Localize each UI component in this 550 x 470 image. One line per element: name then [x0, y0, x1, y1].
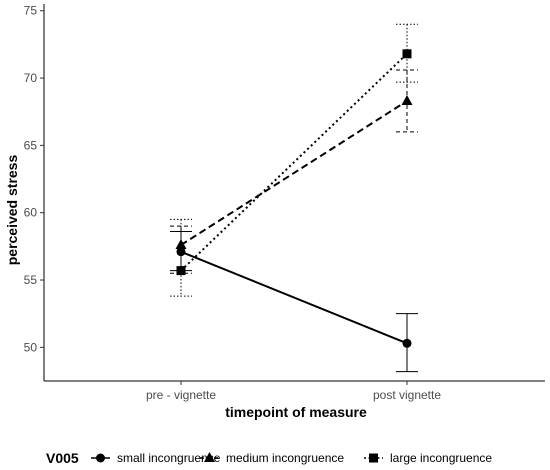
legend-key-marker [369, 453, 378, 463]
series-line [180, 100, 408, 246]
legend-title: V005 [46, 450, 79, 466]
y-tick-label: 50 [24, 340, 38, 354]
legend-key-marker [204, 452, 215, 462]
data-point [402, 338, 412, 348]
series-line [180, 250, 408, 345]
axes: 50 55 60 65 70 75 pre - vignette post vignette [24, 4, 545, 402]
legend-label: medium incongruence [226, 451, 344, 465]
x-tick-label: post vignette [373, 388, 441, 402]
x-tick-label: pre - vignette [146, 388, 216, 402]
y-tick-label: 55 [24, 273, 38, 287]
legend: V005 small incongruence medium incongruen… [46, 450, 492, 466]
legend-key-marker [96, 453, 105, 463]
data-point [401, 94, 413, 105]
y-tick-label: 70 [24, 71, 38, 85]
y-tick-label: 65 [24, 138, 38, 152]
y-tick-label: 75 [24, 4, 38, 18]
y-tick-label: 60 [24, 206, 38, 220]
x-axis-title: timepoint of measure [225, 404, 367, 420]
series-triangle [170, 69, 418, 274]
legend-label: small incongruence [117, 451, 221, 465]
series-circle [170, 231, 418, 373]
data-point [402, 49, 412, 59]
series-square [170, 23, 418, 297]
y-axis-title: perceived stress [4, 155, 20, 266]
legend-label: large incongruence [390, 451, 492, 465]
data-point [176, 266, 186, 276]
plot-area [170, 23, 418, 373]
series-line [180, 53, 408, 272]
error-bar [170, 218, 192, 297]
